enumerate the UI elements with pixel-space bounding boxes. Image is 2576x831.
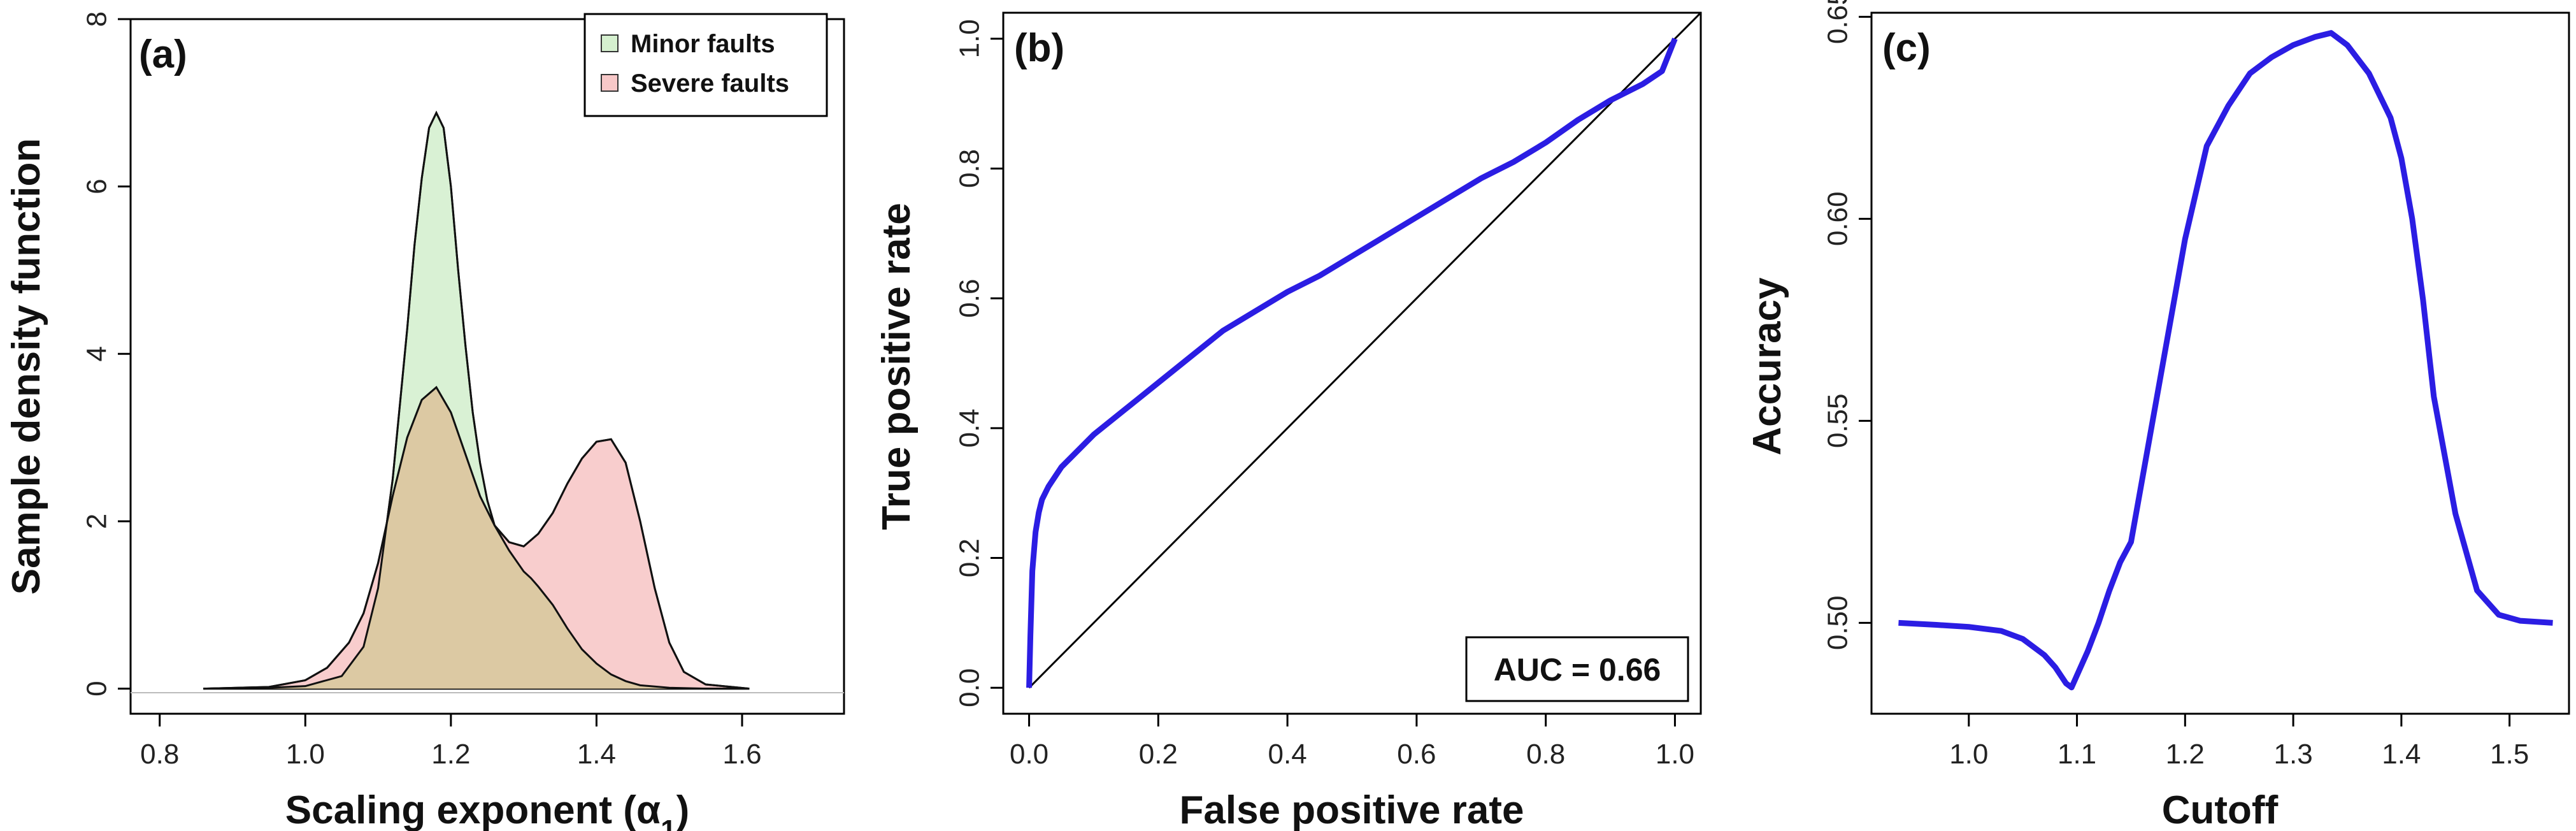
- panel-b-y-axis: 0.0 0.2 0.4 0.6 0.8 1.0: [954, 19, 1003, 707]
- panel-a-density-plot: 0.8 1.0 1.2 1.4 1.6 0 2 4 6 8 (a) Scaling expone…: [4, 11, 845, 831]
- auc-value: AUC = 0.66: [1494, 652, 1661, 688]
- panel-b-plot-frame: [1002, 11, 1702, 715]
- panel-b-x-tick-label-0-4: 0.4: [1268, 739, 1307, 770]
- panel-b-x-tick-label-0-2: 0.2: [1139, 739, 1178, 770]
- panel-c-plot-frame: [1870, 11, 2570, 715]
- panel-a-x-axis-title: Scaling exponent (α1): [285, 788, 689, 831]
- panel-c-y-axis-title: Accuracy: [1745, 277, 1789, 456]
- panel-a-x-axis-title-subscript: 1: [661, 814, 676, 831]
- accuracy-curve: [1898, 30, 2553, 691]
- panel-b-roc-plot: 0.0 0.2 0.4 0.6 0.8 1.0 0.0 0.2 0.4 0.6 0.8 1.0 (b…: [875, 11, 1702, 831]
- panel-b-x-axis-title: False positive rate: [1179, 788, 1524, 831]
- auc-box: [1465, 636, 1689, 702]
- panel-a-y-axis: 0 2 4 6 8: [82, 11, 131, 697]
- roc-curve: [1026, 38, 1678, 688]
- panel-a-legend-box: [583, 13, 828, 117]
- auc-annotation-box: AUC = 0.66: [1465, 636, 1689, 702]
- panel-a-density-areas: [203, 110, 750, 690]
- panel-c-x-tick-label-1-2: 1.2: [2166, 739, 2205, 770]
- legend-label-severe-faults: Severe faults: [631, 69, 789, 98]
- panel-c-accuracy-plot: 1.0 1.1 1.2 1.3 1.4 1.5 0.500.550.600.65 (c) …: [1745, 0, 2570, 831]
- panel-a-x-tick-label-1-0: 1.0: [286, 739, 325, 770]
- panel-a-label: (a): [139, 33, 187, 76]
- legend-swatch-minor-faults: [601, 34, 619, 52]
- panel-c-x-axis-title: Cutoff: [2162, 788, 2279, 831]
- panel-c-x-tick-label-1-3: 1.3: [2274, 739, 2313, 770]
- panel-c-x-tick-label-1-1: 1.1: [2057, 739, 2096, 770]
- panel-b-y-tick-label-0-8: 0.8: [954, 149, 985, 188]
- panel-b-x-tick-label-0-0: 0.0: [1010, 739, 1048, 770]
- panel-a-y-tick-label-0: 0: [82, 681, 113, 696]
- panel-b-y-tick-label-0-0: 0.0: [954, 668, 985, 707]
- panel-b-x-tick-label-0-8: 0.8: [1526, 739, 1565, 770]
- panel-b-x-axis: 0.0 0.2 0.4 0.6 0.8 1.0: [1010, 714, 1694, 770]
- panel-a-y-tick-label-4: 4: [82, 346, 113, 361]
- panel-c-x-tick-label-1-0: 1.0: [1949, 739, 1988, 770]
- panel-a-x-axis: 0.8 1.0 1.2 1.4 1.6: [140, 714, 762, 770]
- panel-a-x-axis-title-main: Scaling exponent (α: [285, 788, 661, 831]
- panel-a-x-axis-title-close: ): [676, 788, 690, 831]
- panel-b-x-tick-label-1-0: 1.0: [1656, 739, 1694, 770]
- panel-c-x-axis: 1.0 1.1 1.2 1.3 1.4 1.5: [1949, 714, 2529, 770]
- legend-swatch-severe-faults: [601, 74, 619, 92]
- panel-c-y-tick-label-0-50: 0.50: [1822, 596, 1854, 651]
- panel-a-y-tick-label-2: 2: [82, 514, 113, 529]
- panel-a-x-tick-label-1-2: 1.2: [431, 739, 470, 770]
- panel-c-y-axis: 0.50 0.55 0.60 0.65: [1822, 0, 1871, 650]
- panel-a-y-tick-label-8: 8: [82, 11, 113, 27]
- panel-a-x-tick-label-1-6: 1.6: [722, 739, 761, 770]
- panel-c-y-tick-label-0-60: 0.60: [1822, 192, 1854, 247]
- panel-a-legend: Minor faults Severe faults: [583, 13, 828, 117]
- panel-a-y-tick-label-6: 6: [82, 178, 113, 194]
- panel-b-x-tick-label-0-6: 0.6: [1397, 739, 1436, 770]
- panel-b-y-tick-label-1-0: 1.0: [954, 19, 985, 58]
- panel-a-x-tick-label-0-8: 0.8: [140, 739, 179, 770]
- density-outline-severe-faults: [203, 386, 750, 690]
- panel-c-label: (c): [1882, 26, 1931, 70]
- panel-c-x-tick-label-1-5: 1.5: [2490, 739, 2529, 770]
- panel-a-y-axis-title: Sample density function: [4, 138, 48, 595]
- panel-b-label: (b): [1014, 26, 1064, 70]
- panel-c-y-tick-label-0-65: 0.65: [1822, 0, 1854, 44]
- legend-label-minor-faults: Minor faults: [631, 30, 775, 58]
- panel-b-y-tick-label-0-6: 0.6: [954, 279, 985, 318]
- panel-b-y-axis-title: True positive rate: [875, 203, 919, 530]
- panel-b-curves: [1026, 11, 1702, 689]
- panel-c-curves: [1898, 30, 2553, 691]
- panel-b-y-tick-label-0-2: 0.2: [954, 538, 985, 577]
- panel-a-x-tick-label-1-4: 1.4: [577, 739, 616, 770]
- roc-chance-diagonal: [1028, 11, 1702, 689]
- panel-a-plot-frame: [129, 18, 845, 715]
- panel-c-y-tick-label-0-55: 0.55: [1822, 394, 1854, 449]
- panel-b-y-tick-label-0-4: 0.4: [954, 408, 985, 447]
- panel-c-x-tick-label-1-4: 1.4: [2382, 739, 2421, 770]
- density-overlap-area: [203, 387, 750, 689]
